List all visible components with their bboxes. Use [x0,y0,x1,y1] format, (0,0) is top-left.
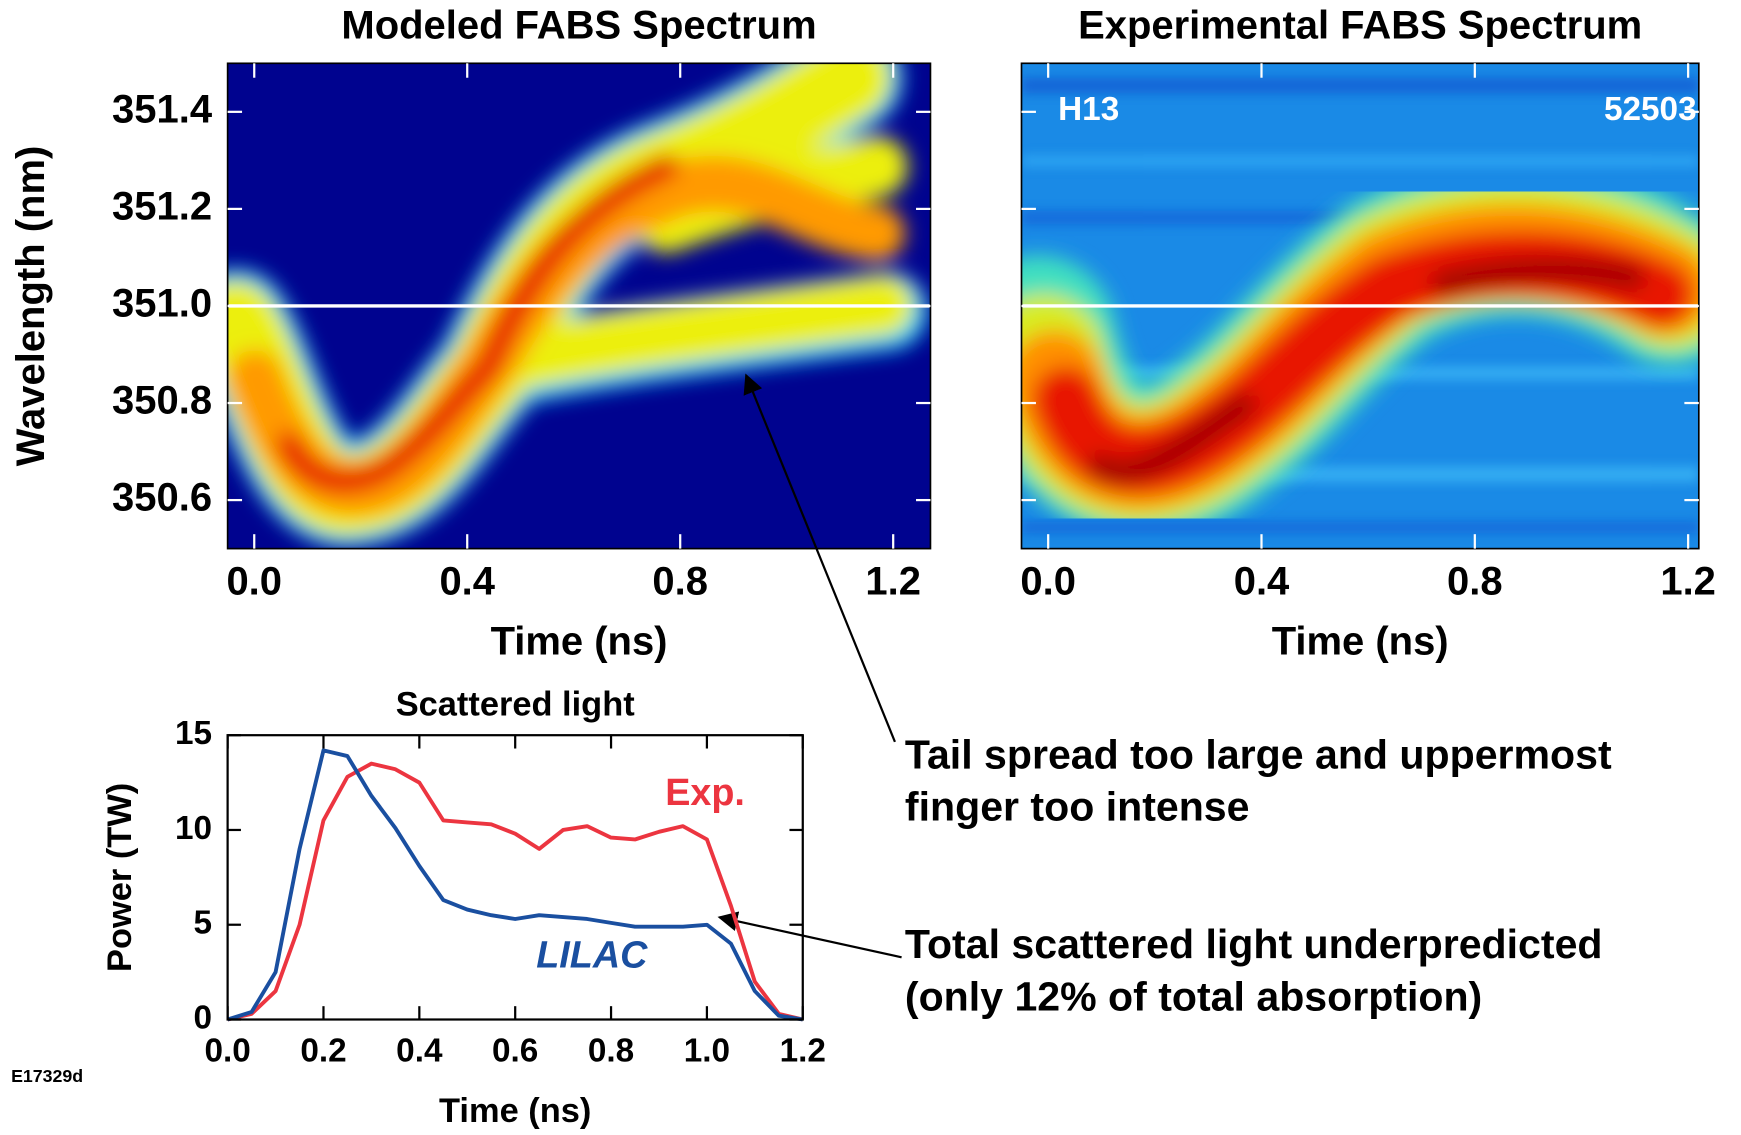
x-tick-label: 1.2 [780,1033,826,1070]
data-line [227,748,804,1022]
note: Tail spread too large and uppermost [905,731,1612,777]
y-tick-label: 350.6 [112,476,212,520]
x-tick-label: 0.0 [226,560,282,604]
annotation: H13 [1058,91,1119,128]
y-tick-label: 351.0 [112,282,212,326]
x-tick-label: 0.6 [492,1033,538,1070]
x-tick-label: 0.4 [396,1033,443,1070]
x-axis-label: Time (ns) [491,620,668,664]
x-tick-label: 0.8 [1447,560,1503,604]
x-axis-label: Time (ns) [1272,620,1449,664]
annotation-arrow [717,911,902,959]
x-tick-label: 0.8 [652,560,708,604]
x-tick-label: 0.4 [1234,560,1290,604]
y-tick-label: 350.8 [112,379,212,423]
data-line [227,761,804,1022]
y-tick-label: 351.4 [112,87,213,131]
x-tick-label: 0.0 [1020,560,1076,604]
x-tick-label: 1.0 [684,1033,730,1070]
series-label: Exp. [665,771,745,813]
chart-title: Experimental FABS Spectrum [1078,3,1642,47]
y-tick-label: 10 [175,810,212,847]
chart-title: Scattered light [396,685,635,723]
y-tick-label: 0 [194,999,213,1036]
y-axis-label: Wavelength (nm) [9,146,53,467]
x-tick-label: 0.0 [204,1033,250,1070]
y-tick-label: 15 [175,715,212,752]
y-axis-label: Power (TW) [101,783,139,972]
x-tick-label: 0.8 [588,1033,634,1070]
annotation: 52503 [1604,91,1697,128]
note: (only 12% of total absorption) [905,973,1482,1019]
annotation-arrow [743,373,896,743]
y-tick-label: 5 [194,905,213,942]
note: finger too intense [905,783,1250,829]
note: Total scattered light underpredicted [905,921,1603,967]
figure-id: E17329d [11,1066,83,1086]
x-tick-label: 1.2 [1660,560,1716,604]
series-label: LILAC [536,933,648,975]
x-axis-label: Time (ns) [439,1092,591,1130]
x-tick-label: 0.2 [300,1033,346,1070]
chart-title: Modeled FABS Spectrum [341,3,816,47]
x-tick-label: 1.2 [865,560,921,604]
x-tick-label: 0.4 [439,560,495,604]
y-tick-label: 351.2 [112,184,212,228]
